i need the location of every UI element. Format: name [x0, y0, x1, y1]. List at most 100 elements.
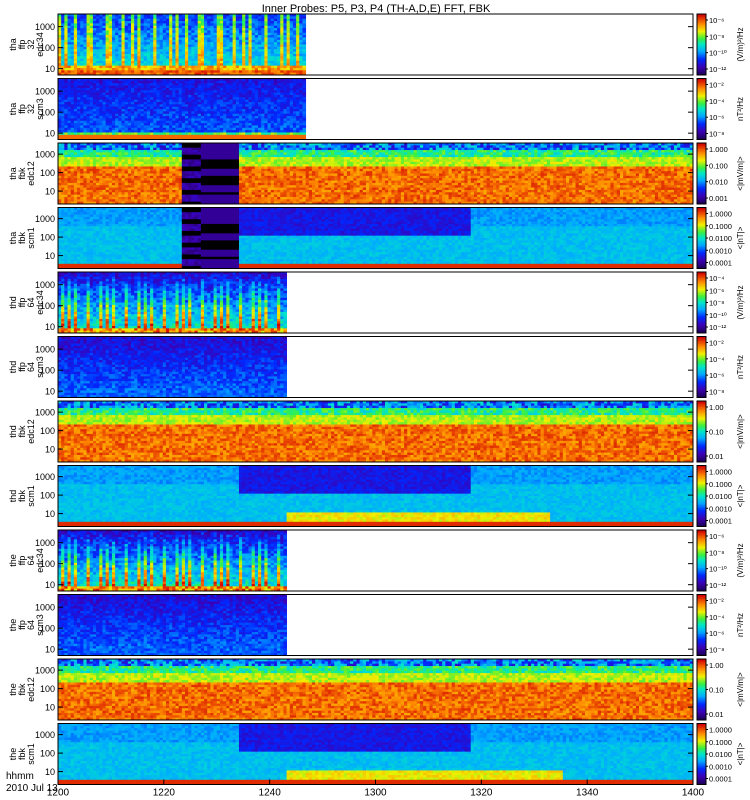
spectrogram-cell — [302, 97, 307, 101]
spectrogram-cell — [178, 90, 183, 93]
spectrogram-cell — [159, 70, 164, 74]
spectrogram-cell — [86, 46, 91, 50]
spectrogram-cell — [146, 137, 151, 140]
spectrogram-cell — [188, 63, 192, 67]
spectrogram-cell — [134, 80, 138, 84]
spectrogram-cell — [121, 127, 126, 131]
spectrogram-cell — [238, 120, 243, 124]
spectrogram-cell — [286, 116, 291, 119]
spectrogram-cell — [67, 37, 72, 41]
spectrogram-cell — [58, 44, 62, 48]
spectrogram-cell — [248, 116, 253, 119]
spectrogram-cell — [267, 109, 272, 112]
spectrogram-cell — [216, 72, 221, 76]
spectrogram-cell — [96, 18, 100, 22]
spectrogram-cell — [146, 51, 151, 55]
spectrogram-cell — [200, 72, 205, 76]
spectrogram-cell — [115, 39, 119, 43]
spectrogram-cell — [131, 178, 135, 181]
spectrogram-cell — [70, 123, 75, 126]
spectrogram-cell — [153, 94, 157, 98]
spectrogram-cell — [191, 32, 195, 36]
spectrogram-cell — [61, 194, 65, 198]
spectrogram-cell — [175, 58, 180, 62]
spectrogram-cell — [191, 44, 195, 48]
spectrogram-cell — [162, 70, 167, 74]
spectrogram-cell — [296, 83, 300, 86]
spectrogram-cell — [58, 49, 62, 52]
spectrogram-cell — [77, 72, 81, 76]
spectrogram-cell — [188, 109, 192, 112]
spectrogram-cell — [92, 94, 97, 98]
spectrogram-cell — [229, 28, 234, 31]
spectrogram-cell — [232, 46, 237, 50]
spectrogram-cell — [143, 42, 148, 45]
spectrogram-cell — [273, 53, 278, 57]
spectrogram-cell — [292, 127, 297, 131]
spectrogram-cell — [143, 164, 148, 167]
spectrogram-cell — [264, 72, 268, 76]
spectrogram-cell — [254, 118, 259, 122]
spectrogram-cell — [270, 134, 275, 138]
spectrogram-cell — [258, 132, 262, 136]
spectrogram-cell — [64, 99, 68, 103]
spectrogram-cell — [197, 25, 202, 29]
spectrogram-cell — [83, 157, 87, 160]
spectrogram-cell — [67, 118, 72, 122]
spectrogram-cell — [248, 35, 253, 38]
spectrogram-cell — [124, 90, 129, 93]
spectrogram-cell — [96, 109, 100, 112]
spectrogram-cell — [229, 137, 234, 140]
colorbar-swatch — [697, 96, 706, 99]
spectrogram-cell — [80, 65, 84, 69]
spectrogram-cell — [245, 78, 249, 82]
colorbar-swatch — [697, 125, 706, 128]
spectrogram-cell — [165, 130, 170, 133]
spectrogram-cell — [283, 118, 287, 122]
spectrogram-cell — [283, 42, 287, 45]
spectrogram-cell — [67, 25, 72, 29]
spectrogram-cell — [111, 123, 116, 126]
spectrogram-cell — [77, 143, 81, 146]
spectrogram-cell — [251, 101, 256, 105]
spectrogram-cell — [70, 127, 75, 131]
spectrogram-cell — [70, 32, 75, 36]
spectrogram-cell — [140, 65, 145, 69]
spectrogram-cell — [235, 28, 240, 31]
spectrogram-cell — [242, 116, 246, 119]
spectrogram-cell — [153, 72, 157, 76]
spectrogram-cell — [165, 83, 170, 86]
spectrogram-cell — [242, 87, 246, 91]
spectrogram-cell — [251, 123, 256, 126]
spectrogram-cell — [165, 14, 170, 17]
spectrogram-cell — [238, 39, 243, 43]
spectrogram-cell — [219, 83, 224, 86]
spectrogram-cell — [245, 137, 249, 140]
spectrogram-cell — [64, 194, 68, 198]
spectrogram-cell — [242, 85, 246, 89]
spectrogram-cell — [140, 150, 145, 153]
spectrogram-cell — [194, 67, 199, 71]
spectrogram-cell — [150, 187, 154, 191]
spectrogram-cell — [127, 46, 132, 50]
spectrogram-cell — [67, 65, 72, 69]
spectrogram-cell — [86, 147, 91, 151]
spectrogram-cell — [118, 18, 122, 22]
spectrogram-cell — [96, 80, 100, 84]
spectrogram-cell — [207, 111, 211, 115]
spectrogram-cell — [191, 116, 195, 119]
spectrogram-cell — [58, 99, 62, 103]
spectrogram-cell — [181, 53, 186, 57]
spectrogram-cell — [131, 145, 135, 149]
spectrogram-cell — [127, 25, 132, 29]
spectrogram-cell — [178, 127, 183, 131]
spectrogram-cell — [200, 60, 205, 64]
spectrogram-cell — [169, 87, 173, 91]
spectrogram-cell — [258, 104, 262, 108]
spectrogram-cell — [140, 178, 145, 181]
spectrogram-cell — [251, 106, 256, 110]
spectrogram-cell — [73, 196, 78, 200]
spectrogram-cell — [229, 130, 234, 133]
spectrogram-cell — [197, 32, 202, 36]
spectrogram-cell — [77, 65, 81, 69]
